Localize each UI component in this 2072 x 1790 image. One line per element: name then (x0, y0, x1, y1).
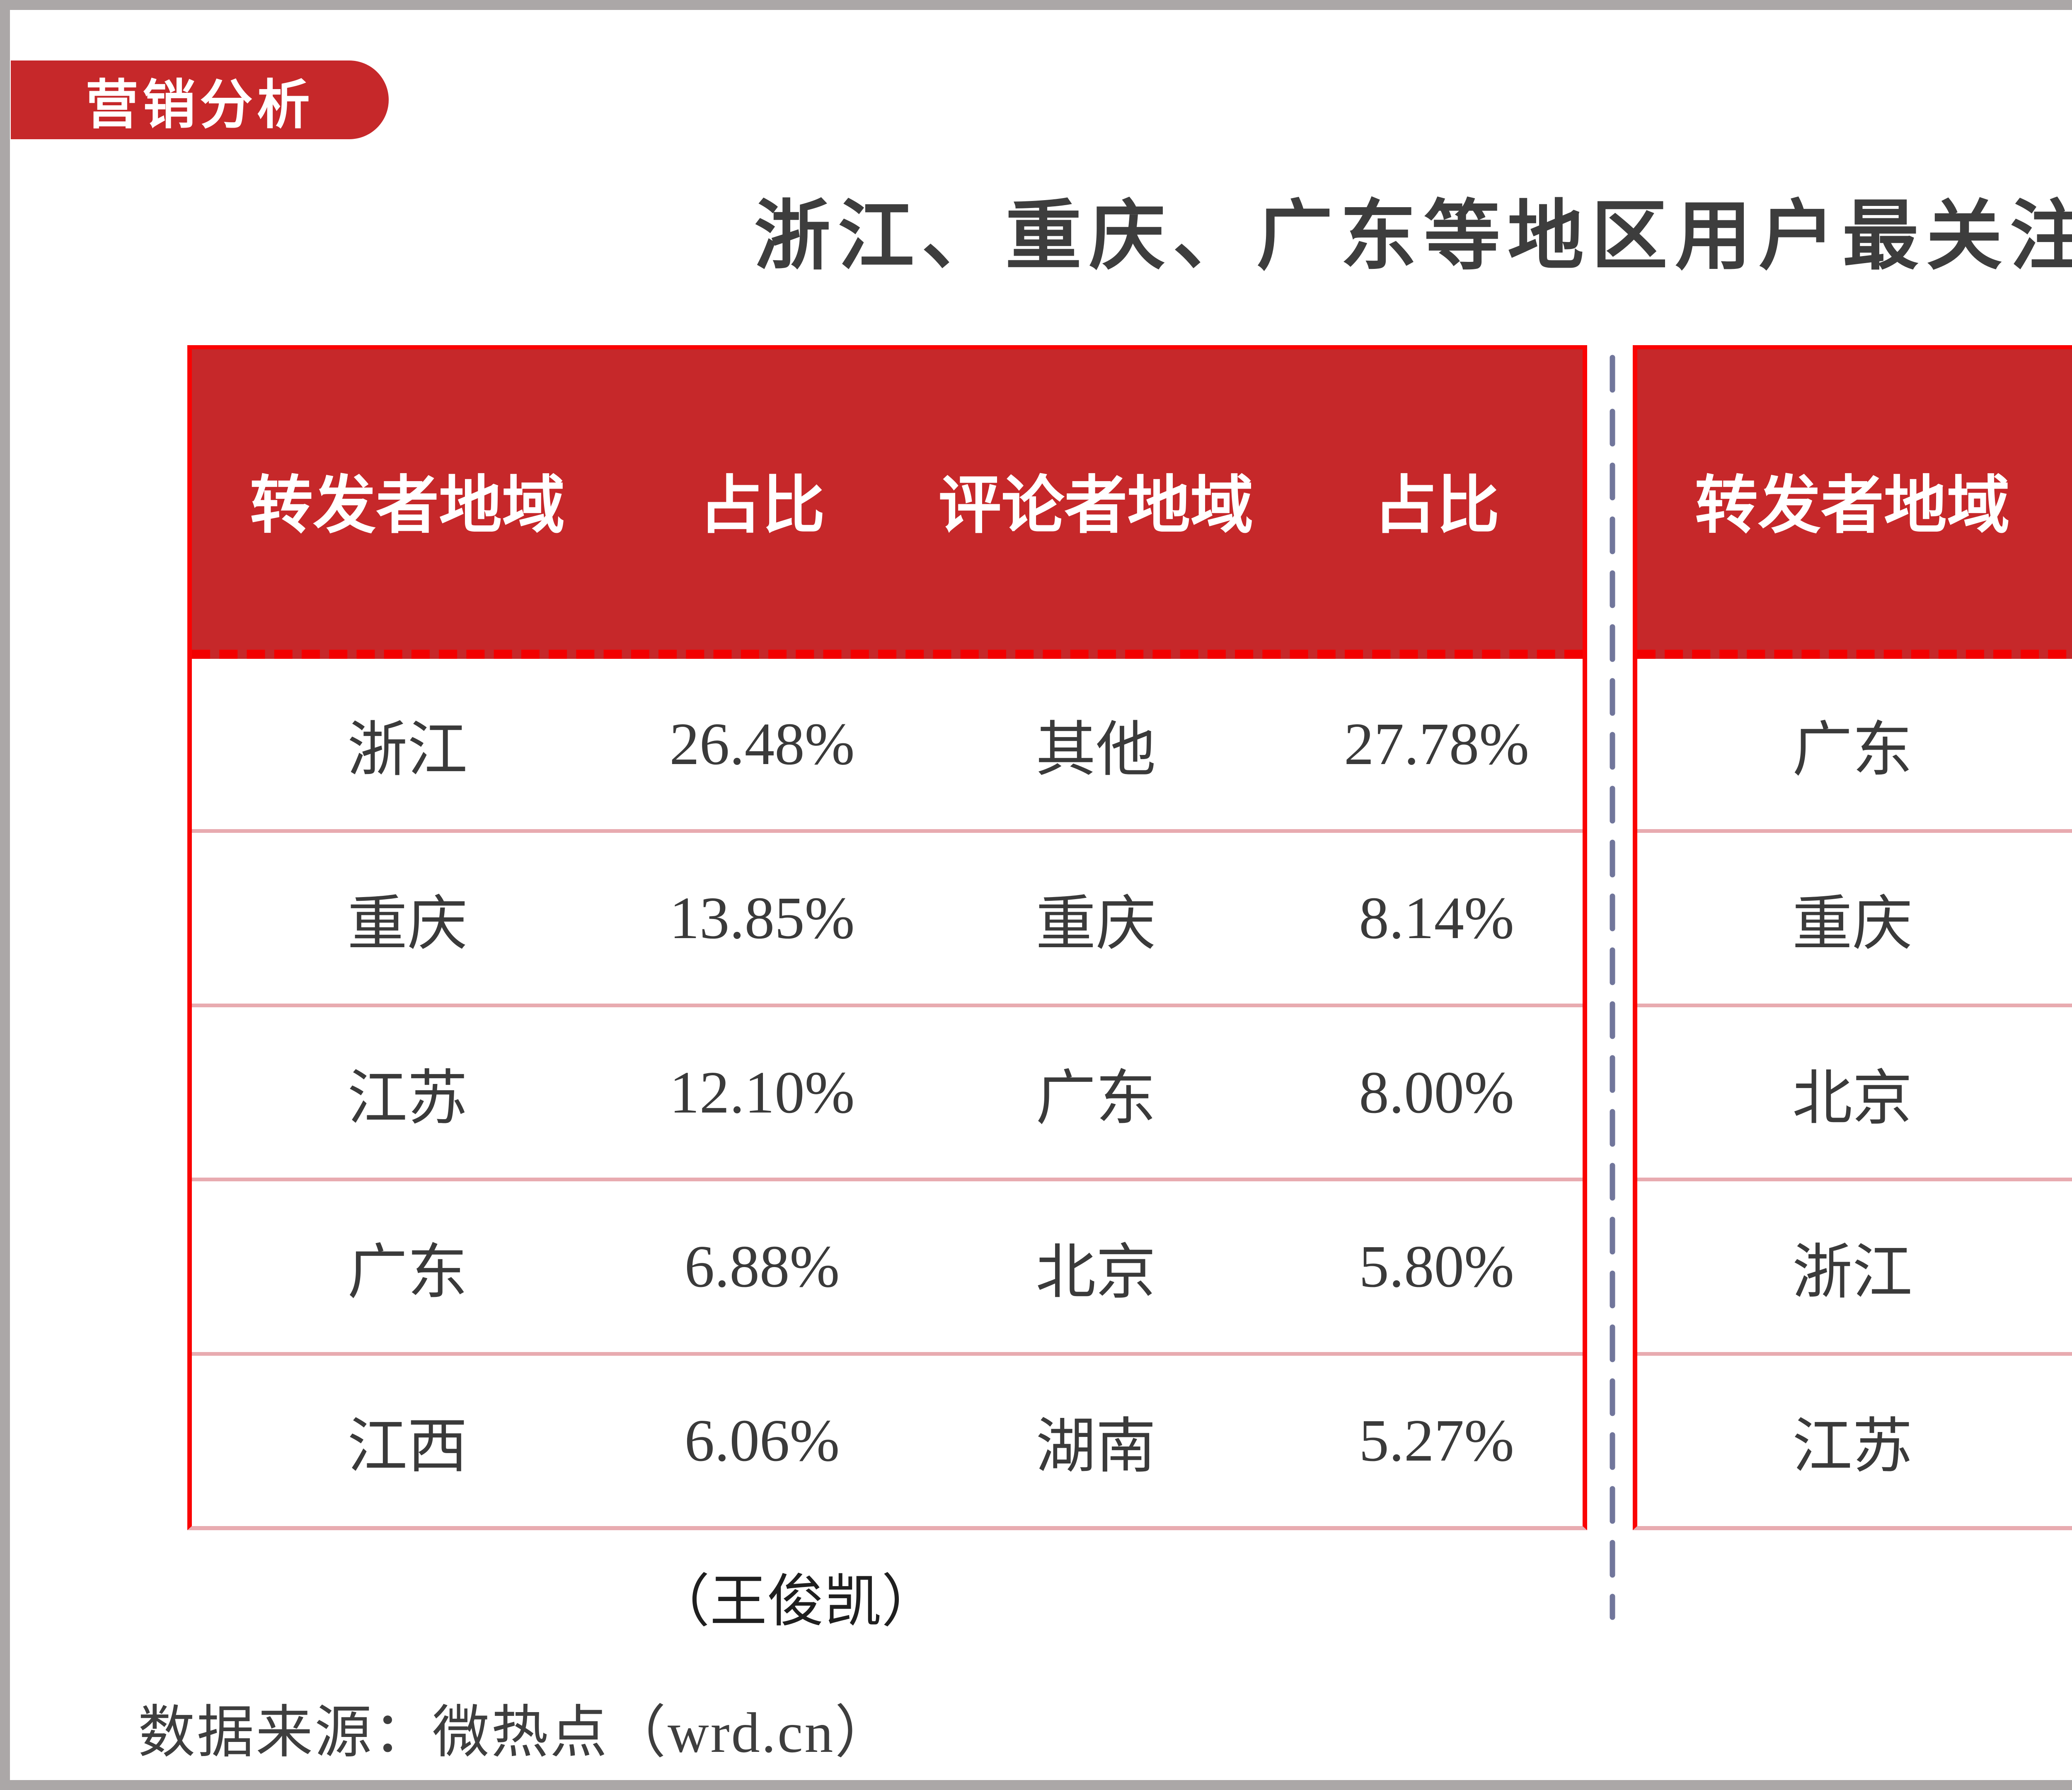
table-row: 广东16.18%其他32.75% (1637, 659, 2072, 829)
cell-commenter-share: 5.80% (1359, 1233, 1514, 1300)
cell-forwarder-share: 10.76% (2067, 884, 2072, 953)
table-row: 江苏6.31%北京4.63% (1637, 1352, 2072, 1526)
tables-divider-dashed-line (1610, 355, 1615, 1620)
cell-forwarder-share: 6.06% (684, 1408, 840, 1474)
category-badge-label: 营销分析 (85, 75, 314, 135)
column-header-commenter-share: 占比 (1373, 471, 1500, 541)
caption-wangjunkai: （王俊凯） (652, 1570, 939, 1633)
cell-commenter-share: 8.00% (1359, 1059, 1514, 1126)
cell-forwarder-share: 7.16% (2067, 1058, 2072, 1127)
cell-forwarder-share: 16.18% (2067, 710, 2072, 779)
table-body: 广东16.18%其他32.75%重庆10.76%广东8.86%北京7.16%湖南… (1637, 659, 2072, 1526)
table-row: 重庆 13.85% 重庆 8.14% (192, 829, 1583, 1003)
cell-forwarder-share: 6.88% (684, 1233, 840, 1300)
table-body: 浙江 26.48% 其他 27.78% 重庆 13.85% 重庆 8.14% 江苏 12.10% 广… (192, 659, 1583, 1526)
column-header-forwarder-region: 转发者地域 (250, 471, 565, 541)
table-row: 江苏 12.10% 广东 8.00% (192, 1003, 1583, 1178)
cell-commenter-region: 其他 (1036, 717, 1156, 784)
cell-commenter-region: 湖南 (1036, 1414, 1156, 1480)
data-source-note: 数据来源：微热点（wrd.cn） (138, 1701, 894, 1764)
cell-commenter-region: 北京 (1036, 1239, 1156, 1306)
cell-forwarder-region: 广东 (347, 1239, 468, 1306)
cell-forwarder-region: 浙江 (347, 717, 468, 784)
cell-forwarder-region: 重庆 (1792, 891, 1912, 958)
column-header-forwarder-region: 转发者地域 (1694, 471, 2010, 541)
cell-forwarder-share: 6.36% (2067, 1232, 2072, 1301)
cell-forwarder-region: 浙江 (1792, 1239, 1912, 1306)
cell-commenter-region: 广东 (1036, 1065, 1156, 1132)
cell-forwarder-share: 13.85% (669, 885, 855, 952)
cell-forwarder-share: 12.10% (669, 1059, 855, 1126)
table-header: 转发者地域 占比 评论者地域 占比 (192, 349, 1583, 659)
column-header-commenter-region: 评论者地域 (938, 471, 1254, 541)
table-row: 浙江6.36%浙江4.77% (1637, 1178, 2072, 1352)
cell-forwarder-region: 江西 (347, 1414, 468, 1480)
cell-forwarder-region: 江苏 (347, 1065, 468, 1132)
table-row: 广东 6.88% 北京 5.80% (192, 1178, 1583, 1352)
cell-forwarder-region: 北京 (1792, 1065, 1912, 1132)
table-row: 重庆10.76%广东8.86% (1637, 829, 2072, 1003)
column-header-forwarder-share: 占比 (699, 471, 825, 541)
table-row: 北京7.16%湖南4.79% (1637, 1003, 2072, 1178)
page-title: 浙江、重庆、广东等地区用户最关注两个品牌 (754, 194, 2072, 279)
table-wangjunkai: 转发者地域 占比 评论者地域 占比 浙江 26.48% 其他 27.78% 重庆 13.8… (187, 345, 1587, 1530)
table-row: 浙江 26.48% 其他 27.78% (192, 659, 1583, 829)
cell-forwarder-region: 江苏 (1792, 1414, 1912, 1480)
cell-forwarder-region: 广东 (1792, 717, 1912, 784)
cell-commenter-share: 8.14% (1359, 885, 1514, 952)
category-badge: 营销分析 (11, 60, 389, 139)
table-caixukun: 转发者地域 占比 评论者地域 占比 广东16.18%其他32.75%重庆10.7… (1633, 345, 2072, 1530)
cell-forwarder-region: 重庆 (347, 891, 468, 958)
cell-commenter-share: 27.78% (1344, 711, 1530, 777)
cell-commenter-share: 5.27% (1359, 1408, 1514, 1474)
cell-commenter-region: 重庆 (1036, 891, 1156, 958)
cell-forwarder-share: 6.31% (2067, 1406, 2072, 1475)
cell-forwarder-share: 26.48% (669, 711, 855, 777)
table-header: 转发者地域 占比 评论者地域 占比 (1637, 349, 2072, 659)
column-header-forwarder-share: 占比 (2067, 454, 2072, 545)
table-row: 江西 6.06% 湖南 5.27% (192, 1352, 1583, 1526)
